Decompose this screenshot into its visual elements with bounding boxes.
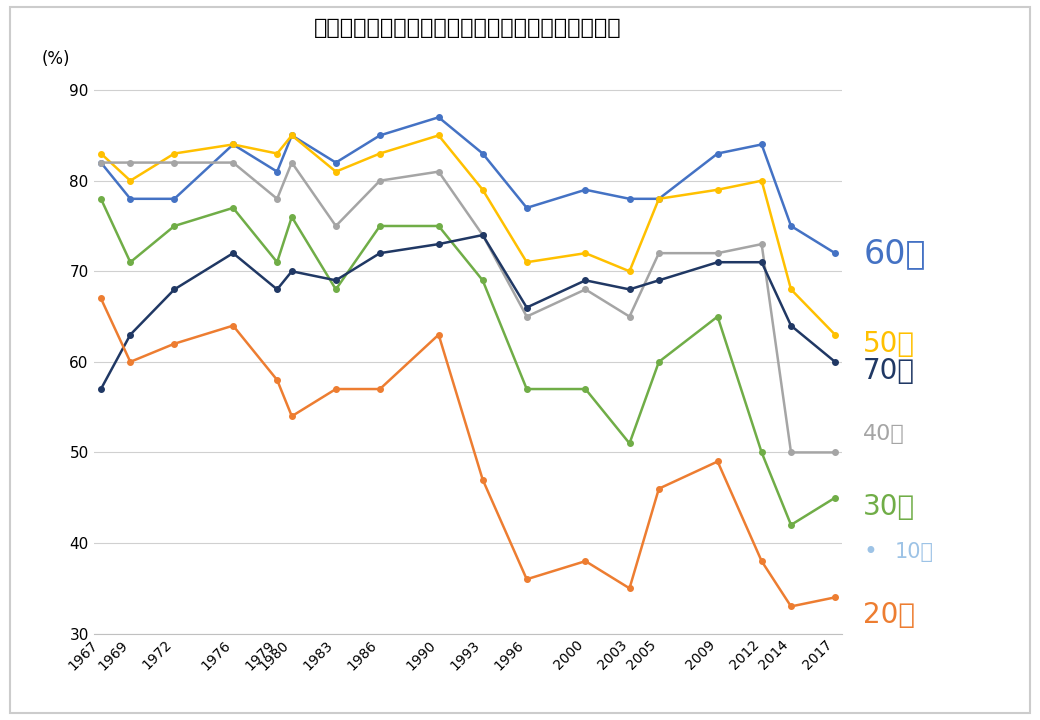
Text: 60代: 60代: [863, 237, 926, 270]
Text: (%): (%): [42, 50, 70, 68]
Text: 30代: 30代: [863, 492, 915, 521]
Text: 10代: 10代: [894, 542, 934, 562]
Text: 40代: 40代: [863, 424, 905, 444]
Text: •: •: [863, 540, 877, 564]
Text: 50代: 50代: [863, 330, 915, 358]
Text: 20代: 20代: [863, 601, 915, 629]
Text: 70代: 70代: [863, 357, 915, 385]
Text: 衆議院総選挙における年代別投票率（抽出）の推移: 衆議院総選挙における年代別投票率（抽出）の推移: [314, 18, 622, 38]
